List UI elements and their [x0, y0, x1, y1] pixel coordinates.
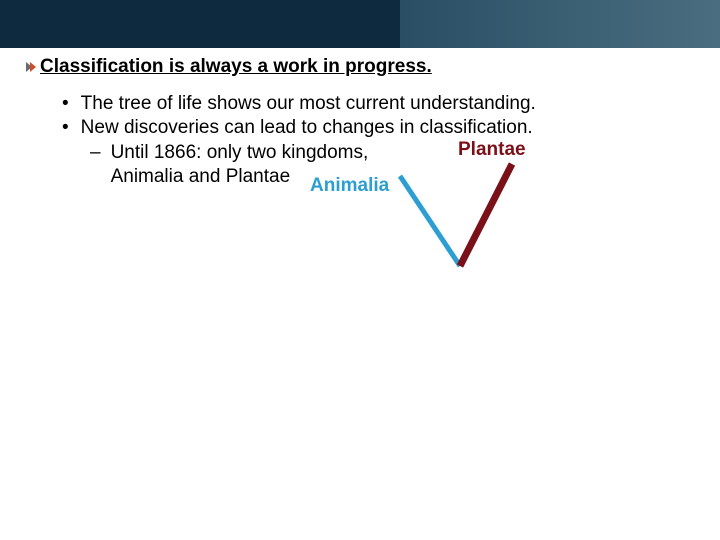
- subtitle-row: Classification is always a work in progr…: [26, 56, 690, 78]
- bullet-text: The tree of life shows our most current …: [81, 92, 536, 116]
- header-band: [0, 0, 720, 48]
- bullet-text: New discoveries can lead to changes in c…: [81, 116, 533, 140]
- phylogeny-tree-diagram: [390, 158, 530, 268]
- chevron-bullet-icon: [26, 62, 34, 72]
- header-overlay: [0, 0, 400, 48]
- bullet-dot-icon: •: [62, 116, 69, 140]
- bullet-dot-icon: •: [62, 92, 69, 116]
- tree-label-animalia: Animalia: [310, 175, 389, 197]
- list-item: • The tree of life shows our most curren…: [62, 92, 690, 116]
- slide-content: Classification is always a work in progr…: [0, 48, 720, 189]
- dash-icon: –: [90, 141, 101, 190]
- slide-subtitle: Classification is always a work in progr…: [40, 56, 432, 78]
- list-item: • New discoveries can lead to changes in…: [62, 116, 690, 140]
